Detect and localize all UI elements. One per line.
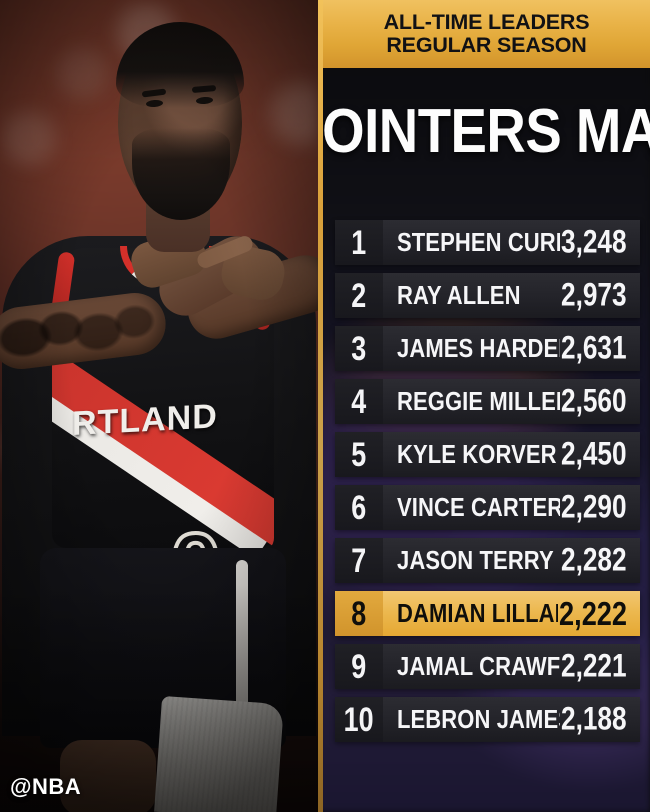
row-player-name-text: VINCE CARTER xyxy=(397,492,561,522)
row-stat-value: 2,973 xyxy=(560,273,640,318)
row-rank-text: 10 xyxy=(344,699,374,738)
row-rank: 4 xyxy=(335,379,383,424)
row-player-name-text: JASON TERRY xyxy=(397,545,554,575)
row-stat-value: 2,560 xyxy=(560,379,640,424)
row-stat-value: 2,631 xyxy=(560,326,640,371)
row-rank-text: 2 xyxy=(351,275,367,314)
header-line-1: ALL-TIME LEADERS xyxy=(383,10,590,35)
row-rank-text: 9 xyxy=(351,646,367,685)
row-rank-text: 4 xyxy=(351,381,367,420)
panel-header: ALL-TIME LEADERS REGULAR SEASON xyxy=(323,0,650,68)
row-player-name: VINCE CARTER xyxy=(383,485,560,530)
leaderboard-list: 1 STEPHEN CURRY3,248 2 RAY ALLEN 2,973 3 JAMES… xyxy=(323,220,650,750)
row-rank: 3 xyxy=(335,326,383,371)
row-rank: 6 xyxy=(335,485,383,530)
leaderboard-row: 10 LEBRON JAMES 2,188 xyxy=(335,697,640,742)
row-stat-value: 2,221 xyxy=(560,644,640,689)
row-player-name: LEBRON JAMES xyxy=(383,697,560,742)
leaderboard-row: 3 JAMES HARDEN 2,631 xyxy=(335,326,640,371)
leaderboard-row: 6 VINCE CARTER 2,290 xyxy=(335,485,640,530)
row-rank-text: 6 xyxy=(351,487,367,526)
row-stat-value-text: 2,560 xyxy=(561,382,627,419)
row-stat-value: 2,222 xyxy=(558,591,640,636)
header-line-2: REGULAR SEASON xyxy=(386,33,587,57)
row-rank: 1 xyxy=(335,220,383,265)
row-rank-text: 7 xyxy=(351,540,367,579)
row-player-name: JAMES HARDEN xyxy=(383,326,560,371)
row-stat-value-text: 2,188 xyxy=(561,700,627,737)
row-stat-value-text: 2,450 xyxy=(561,435,627,472)
leaderboard-row: 5 KYLE KORVER 2,450 xyxy=(335,432,640,477)
stat-category-title-text: 3-POINTERS MADE xyxy=(318,96,650,166)
row-stat-value-text: 3,248 xyxy=(561,223,627,260)
row-stat-value: 2,290 xyxy=(560,485,640,530)
row-stat-value: 2,282 xyxy=(560,538,640,583)
row-stat-value-text: 2,222 xyxy=(558,594,627,632)
row-stat-value: 2,188 xyxy=(560,697,640,742)
row-player-name: DAMIAN LILLARD xyxy=(383,591,558,636)
row-stat-value-text: 2,221 xyxy=(561,647,627,684)
row-player-name-text: KYLE KORVER xyxy=(397,439,557,469)
nba-watermark: @NBA xyxy=(10,774,82,799)
row-player-name-text: STEPHEN CURRY xyxy=(397,227,560,257)
leaderboard-row: 1 STEPHEN CURRY3,248 xyxy=(335,220,640,265)
row-rank: 7 xyxy=(335,538,383,583)
row-rank: 10 xyxy=(335,697,383,742)
row-player-name: JASON TERRY xyxy=(383,538,560,583)
row-player-name-text: JAMAL CRAWFORD xyxy=(397,651,561,681)
row-rank-text: 8 xyxy=(351,593,367,632)
panel-gold-edge xyxy=(318,0,323,812)
row-player-name: JAMAL CRAWFORD xyxy=(383,644,560,689)
row-rank: 2 xyxy=(335,273,383,318)
row-stat-value-text: 2,973 xyxy=(561,276,627,313)
row-rank: 8 xyxy=(335,591,383,636)
row-player-name: RAY ALLEN xyxy=(383,273,560,318)
row-stat-value-text: 2,290 xyxy=(561,488,627,525)
player-photo: RTLAND 0 6 @NBA xyxy=(0,0,318,812)
row-stat-value: 3,248 xyxy=(560,220,640,265)
row-player-name-text: RAY ALLEN xyxy=(397,280,521,310)
row-player-name: REGGIE MILLER xyxy=(383,379,560,424)
leaderboard-row: 7 JASON TERRY 2,282 xyxy=(335,538,640,583)
photo-vignette xyxy=(0,0,318,812)
row-player-name: KYLE KORVER xyxy=(383,432,560,477)
row-rank-text: 1 xyxy=(351,222,367,261)
row-player-name-text: JAMES HARDEN xyxy=(397,333,561,363)
row-player-name-text: LEBRON JAMES xyxy=(397,704,561,734)
leaderboard-row: 8 DAMIAN LILLARD2,222 xyxy=(335,591,640,636)
stat-category-title: 3-POINTERS MADE xyxy=(318,82,650,180)
row-rank: 5 xyxy=(335,432,383,477)
stats-panel: ALL-TIME LEADERS REGULAR SEASON 3-POINTE… xyxy=(318,0,650,812)
row-rank-text: 5 xyxy=(351,434,367,473)
row-player-name-text: DAMIAN LILLARD xyxy=(397,598,558,628)
row-rank: 9 xyxy=(335,644,383,689)
row-player-name: STEPHEN CURRY xyxy=(383,220,560,265)
row-stat-value: 2,450 xyxy=(560,432,640,477)
row-player-name-text: REGGIE MILLER xyxy=(397,386,561,416)
row-stat-value-text: 2,631 xyxy=(561,329,627,366)
leaderboard-row: 2 RAY ALLEN 2,973 xyxy=(335,273,640,318)
row-stat-value-text: 2,282 xyxy=(561,541,627,578)
row-rank-text: 3 xyxy=(351,328,367,367)
leaderboard-row: 4 REGGIE MILLER 2,560 xyxy=(335,379,640,424)
leaderboard-row: 9 JAMAL CRAWFORD2,221 xyxy=(335,644,640,689)
